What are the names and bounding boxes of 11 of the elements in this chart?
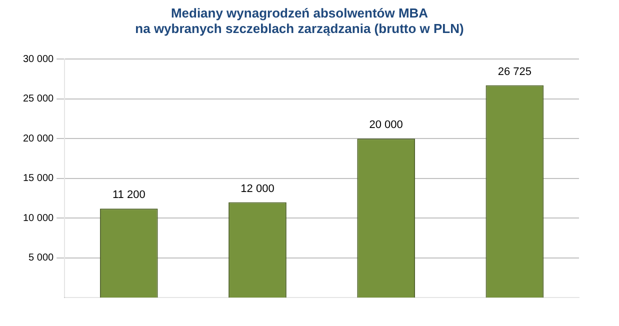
y-tick-label: 20 000 (22, 133, 54, 144)
y-tick-label: 15 000 (22, 173, 54, 184)
data-label: 11 200 (112, 189, 146, 202)
y-tick-label: 10 000 (22, 212, 54, 224)
y-tick-label: 25 000 (22, 94, 54, 105)
y-tick-label: 30 000 (22, 54, 54, 65)
data-label: 26 725 (498, 66, 532, 78)
y-tick-label: 5 000 (28, 252, 54, 264)
data-label: 12 000 (240, 182, 274, 195)
data-label: 20 000 (369, 119, 403, 132)
chart-title: Mediany wynagrodzeń absolwentów MBA na wybranych szczeblach zarządzania (brutto w PLN) (135, 5, 464, 36)
